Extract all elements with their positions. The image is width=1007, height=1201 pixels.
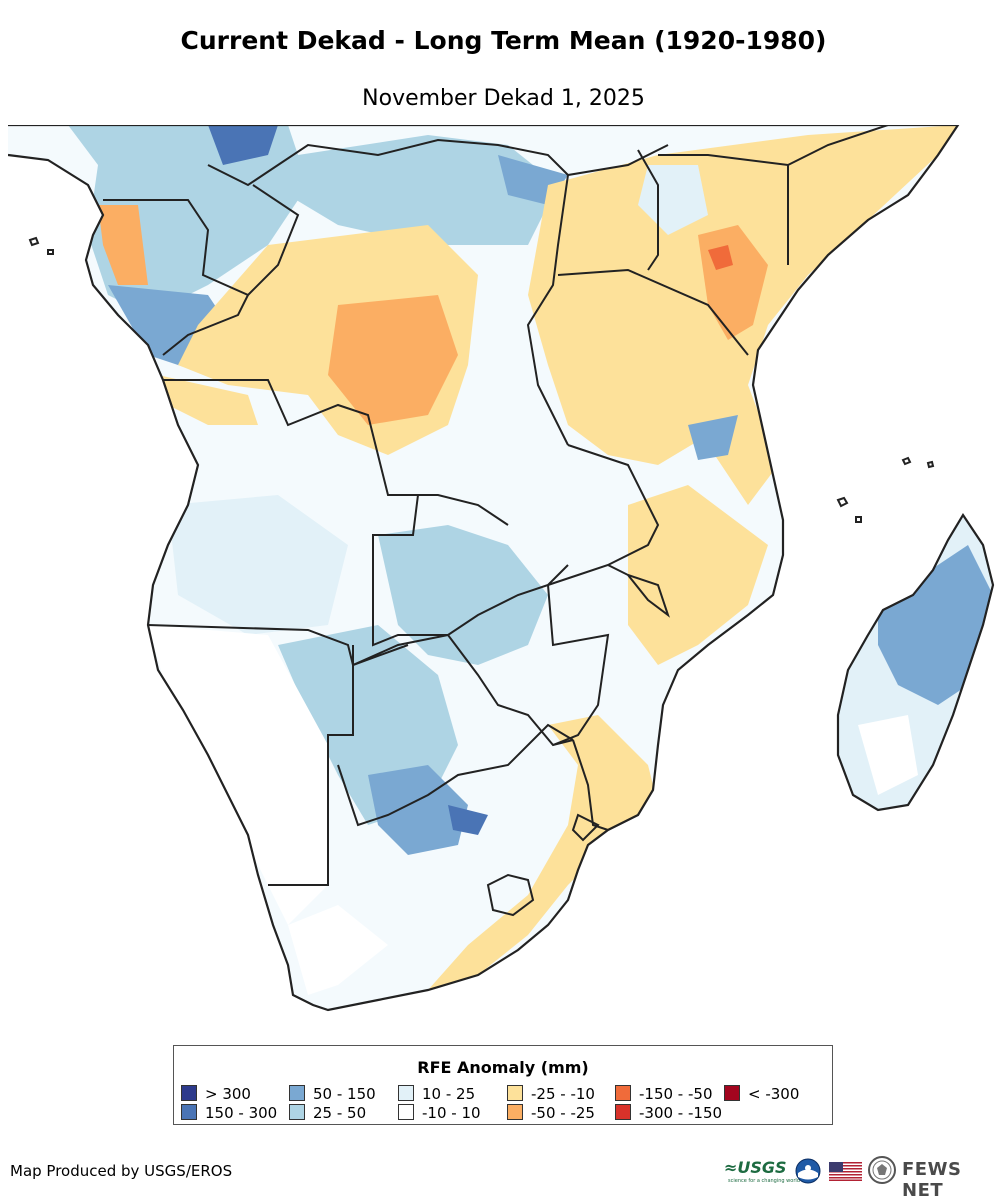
legend-item: -10 - 10 [398,1104,481,1122]
agency-logos: ≈USGS science for a changing world FEWS … [724,1154,999,1201]
legend-item: -150 - -50 [615,1085,713,1103]
state-department-seal-icon [868,1156,896,1184]
legend-swatch [289,1104,305,1120]
legend-swatch [398,1085,414,1101]
islands [28,236,935,523]
usgs-logo: ≈USGS [724,1158,787,1177]
legend-item: < -300 [724,1085,799,1103]
legend-title: RFE Anomaly (mm) [417,1058,589,1077]
legend-item: 50 - 150 [289,1085,376,1103]
legend-item: -300 - -150 [615,1104,722,1122]
map-credit: Map Produced by USGS/EROS [10,1162,233,1180]
legend-swatch [507,1104,523,1120]
legend-swatch [615,1085,631,1101]
legend-item: 25 - 50 [289,1104,366,1122]
legend-item: 150 - 300 [181,1104,277,1122]
legend-item: 10 - 25 [398,1085,475,1103]
legend-swatch [615,1104,631,1120]
legend-item: -25 - -10 [507,1085,595,1103]
legend-swatch [724,1085,740,1101]
madagascar-coastline [836,512,995,812]
rainfall-anomaly-map [8,125,995,1012]
legend-swatch [289,1085,305,1101]
country-borders [103,125,889,917]
legend-swatch [181,1104,197,1120]
map-subtitle: November Dekad 1, 2025 [362,86,645,111]
us-flag-icon [829,1162,862,1181]
noaa-logo-icon [795,1158,821,1184]
mainland-coastline [8,125,960,1012]
legend-item: -50 - -25 [507,1104,595,1122]
legend: RFE Anomaly (mm) > 300 150 - 300 50 - 15… [173,1045,833,1125]
legend-swatch [507,1085,523,1101]
legend-item: > 300 [181,1085,251,1103]
map-title: Current Dekad - Long Term Mean (1920-198… [180,26,827,55]
usgs-tagline: science for a changing world [728,1178,800,1184]
legend-swatch [398,1104,414,1120]
legend-swatch [181,1085,197,1101]
